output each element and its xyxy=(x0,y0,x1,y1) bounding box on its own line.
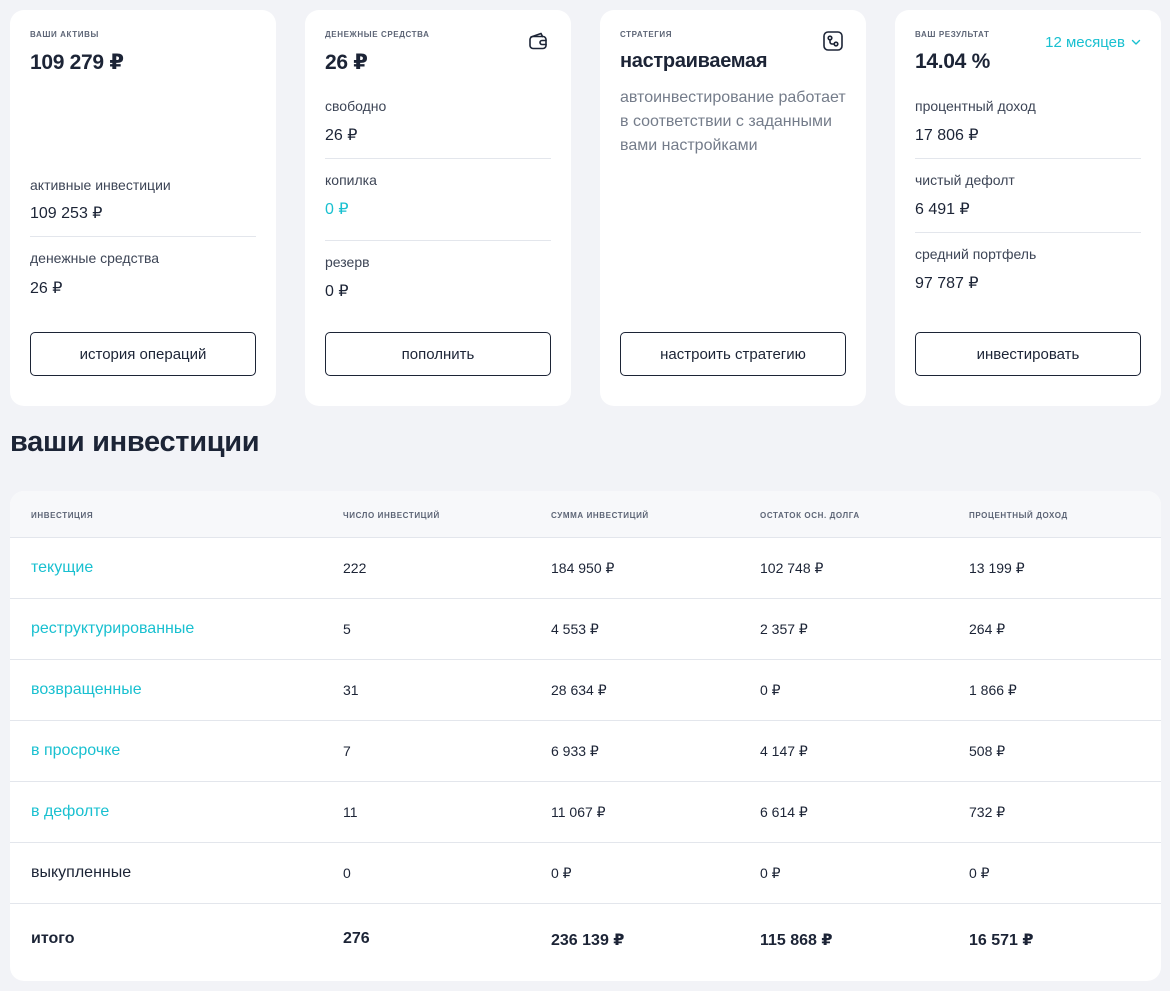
table-row: возвращенные 31 28 634 ₽ 0 ₽ 1 866 ₽ xyxy=(10,660,1161,721)
invest-button[interactable]: инвестировать xyxy=(915,332,1141,376)
divider xyxy=(915,158,1141,159)
result-value: 14.04 % xyxy=(915,50,990,73)
row-name-link[interactable]: реструктурированные xyxy=(31,620,195,637)
assets-label: ваши активы xyxy=(30,30,99,39)
row-sum: 0 ₽ xyxy=(551,865,572,881)
configure-strategy-button[interactable]: настроить стратегию xyxy=(620,332,846,376)
result-label: ваш результат xyxy=(915,30,990,39)
divider xyxy=(30,236,256,237)
row-income: 13 199 ₽ xyxy=(969,560,1025,576)
row-principal: 0 ₽ xyxy=(760,682,781,698)
row-income: 508 ₽ xyxy=(969,743,1006,759)
divider xyxy=(915,232,1141,233)
row-name-link[interactable]: в просрочке xyxy=(31,742,121,759)
row-name: выкупленные xyxy=(31,864,132,881)
cash-value: 26 ₽ xyxy=(30,280,63,297)
row-count: 11 xyxy=(343,804,358,820)
table-row: текущие 222 184 950 ₽ 102 748 ₽ 13 199 ₽ xyxy=(10,538,1161,599)
table-row: в просрочке 7 6 933 ₽ 4 147 ₽ 508 ₽ xyxy=(10,721,1161,782)
column-header: остаток осн. долга xyxy=(760,511,860,520)
row-principal: 102 748 ₽ xyxy=(760,560,824,576)
table-row: выкупленные 0 0 ₽ 0 ₽ 0 ₽ xyxy=(10,843,1161,904)
assets-card: ваши активы 109 279 ₽ активные инвестици… xyxy=(10,10,276,406)
row-principal: 0 ₽ xyxy=(760,865,781,881)
column-header: число инвестиций xyxy=(343,511,440,520)
divider xyxy=(325,158,551,159)
total-name: итого xyxy=(31,930,75,947)
cash-card-label: денежные средства xyxy=(325,30,430,39)
row-count: 31 xyxy=(343,682,359,698)
cash-card: денежные средства 26 ₽ свободно 26 ₽ коп… xyxy=(305,10,571,406)
row-income: 264 ₽ xyxy=(969,621,1006,637)
row-income: 1 866 ₽ xyxy=(969,682,1017,698)
total-sum: 236 139 ₽ xyxy=(551,932,625,949)
row-sum: 4 553 ₽ xyxy=(551,621,599,637)
row-sum: 6 933 ₽ xyxy=(551,743,599,759)
row-principal: 4 147 ₽ xyxy=(760,743,808,759)
row-principal: 6 614 ₽ xyxy=(760,804,808,820)
row-sum: 184 950 ₽ xyxy=(551,560,615,576)
chevron-down-icon xyxy=(1131,34,1141,51)
investments-table: инвестиция число инвестиций сумма инвест… xyxy=(10,491,1161,981)
cash-card-value: 26 ₽ xyxy=(325,51,368,74)
result-card: ваш результат 14.04 % 12 месяцев процент… xyxy=(895,10,1161,406)
column-header: процентный доход xyxy=(969,511,1068,520)
reserve-label: резерв xyxy=(325,254,370,270)
strategy-description: автоинвестирование работает в соответств… xyxy=(620,89,846,154)
average-portfolio-label: средний портфель xyxy=(915,246,1037,262)
piggy-bank-value[interactable]: 0 ₽ xyxy=(325,201,349,218)
row-count: 222 xyxy=(343,560,367,576)
free-label: свободно xyxy=(325,98,387,114)
operations-history-button[interactable]: история операций xyxy=(30,332,256,376)
row-name-link[interactable]: возвращенные xyxy=(31,681,142,698)
reserve-value: 0 ₽ xyxy=(325,283,349,300)
column-header: сумма инвестиций xyxy=(551,511,649,520)
period-select[interactable]: 12 месяцев xyxy=(1045,34,1141,51)
total-principal: 115 868 ₽ xyxy=(760,932,833,949)
piggy-bank-label: копилка xyxy=(325,172,377,188)
wallet-icon xyxy=(527,30,549,52)
strategy-label: стратегия xyxy=(620,30,673,39)
summary-cards: ваши активы 109 279 ₽ активные инвестици… xyxy=(10,10,1161,406)
row-name-link[interactable]: в дефолте xyxy=(31,803,110,820)
cash-label: денежные средства xyxy=(30,250,160,266)
interest-income-value: 17 806 ₽ xyxy=(915,127,979,144)
row-count: 0 xyxy=(343,865,351,881)
route-icon xyxy=(822,30,844,52)
section-title: ваши инвестиции xyxy=(10,426,260,458)
top-up-button[interactable]: пополнить xyxy=(325,332,551,376)
row-sum: 28 634 ₽ xyxy=(551,682,607,698)
period-select-label: 12 месяцев xyxy=(1045,34,1125,51)
row-sum: 11 067 ₽ xyxy=(551,804,606,820)
row-count: 7 xyxy=(343,743,351,759)
table-total-row: итого 276 236 139 ₽ 115 868 ₽ 16 571 ₽ xyxy=(10,904,1161,974)
strategy-value: настраиваемая xyxy=(620,50,768,72)
row-income: 0 ₽ xyxy=(969,865,990,881)
total-income: 16 571 ₽ xyxy=(969,932,1034,949)
table-row: в дефолте 11 11 067 ₽ 6 614 ₽ 732 ₽ xyxy=(10,782,1161,843)
row-income: 732 ₽ xyxy=(969,804,1006,820)
free-value: 26 ₽ xyxy=(325,127,358,144)
net-default-label: чистый дефолт xyxy=(915,172,1015,188)
active-investments-value: 109 253 ₽ xyxy=(30,205,103,222)
interest-income-label: процентный доход xyxy=(915,98,1036,114)
divider xyxy=(325,240,551,241)
total-count: 276 xyxy=(343,930,370,947)
row-principal: 2 357 ₽ xyxy=(760,621,808,637)
net-default-value: 6 491 ₽ xyxy=(915,201,970,218)
assets-total-value: 109 279 ₽ xyxy=(30,51,124,74)
table-row: реструктурированные 5 4 553 ₽ 2 357 ₽ 26… xyxy=(10,599,1161,660)
row-name-link[interactable]: текущие xyxy=(31,559,94,576)
active-investments-label: активные инвестиции xyxy=(30,177,171,193)
strategy-card: стратегия настраиваемая автоинвестирован… xyxy=(600,10,866,406)
table-header: инвестиция число инвестиций сумма инвест… xyxy=(10,491,1161,538)
column-header: инвестиция xyxy=(31,511,94,520)
row-count: 5 xyxy=(343,621,351,637)
average-portfolio-value: 97 787 ₽ xyxy=(915,275,979,292)
